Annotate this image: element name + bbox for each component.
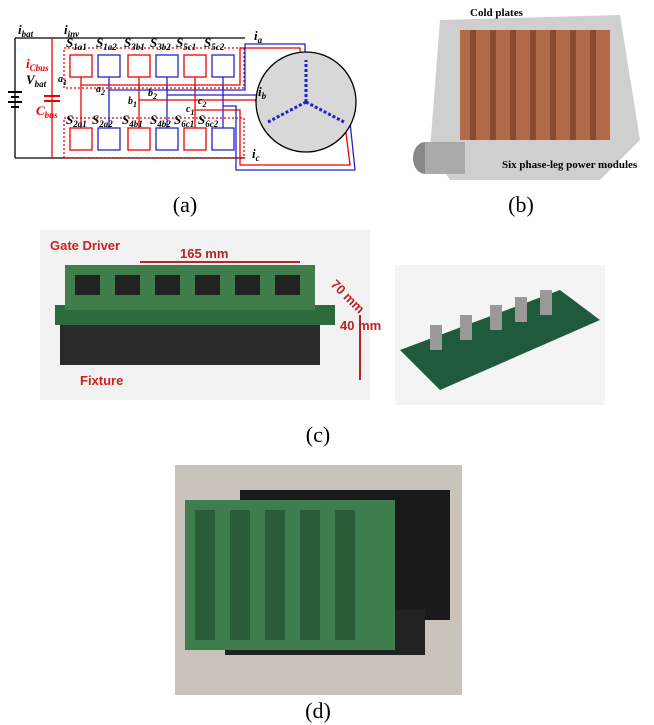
label-base: S [150,35,157,50]
label-sub: 4b2 [156,119,171,129]
assembly-photo [175,465,462,695]
label-sub: 2a1 [72,119,87,129]
circuit-label: S4b2 [150,112,171,129]
annotation: Cold plates [470,7,524,19]
label-sub: 1a2 [103,42,117,52]
label-sub: 3b1 [130,42,145,52]
circuit-label: S6c2 [198,112,219,129]
label-base: C [36,103,45,118]
label-sub: 1a1 [73,42,87,52]
circuit-label: S2a1 [66,112,87,129]
label-sub: bat [22,29,34,39]
circuit-label: iCbus [26,56,49,73]
label-base: S [96,35,103,50]
label-sub: 5c2 [211,42,224,52]
circuit-label: ic [252,146,260,163]
label-sub: 1 [190,108,194,117]
module-board-photo [395,265,605,405]
label-sub: 2 [152,92,157,101]
label-sub: 5c1 [183,42,196,52]
label-base: S [150,112,157,127]
label-sub: 2 [100,88,105,97]
annotation: Six phase-leg power modules [502,159,638,171]
annotation: 40 mm [340,318,381,333]
annotation: Gate Driver [50,238,120,253]
circuit-label: S2a2 [92,112,113,129]
label-sub: 4b1 [128,119,143,129]
label-sub: bat [35,79,47,89]
circuit-label: a2 [96,84,105,97]
circuit-label: ia [254,28,263,45]
circuit-label: ibat [18,22,34,39]
label-sub: 6c2 [205,119,218,129]
label-sub: 1 [63,78,67,87]
annotation: 165 mm [180,246,228,261]
caption: (d) [305,698,331,723]
label-base: S [122,112,129,127]
label-sub: 2a2 [98,119,113,129]
label-base: S [174,112,181,127]
caption: (b) [508,192,534,217]
annotation: Fixture [80,373,123,388]
label-base: S [176,35,183,50]
label-sub: 2 [201,100,206,109]
label-sub: 6c1 [181,119,194,129]
label-sub: bus [45,110,59,120]
caption: (a) [173,192,197,217]
circuit-label: b1 [128,96,137,109]
circuit [8,38,356,170]
cold-plate-render [413,15,640,180]
label-base: S [66,112,73,127]
figure: (a)(b)(c)(d)ibatiinviCbusCbusVbatS1a1S1a… [0,0,654,725]
label-sub: 3b2 [156,42,171,52]
circuit-label: Cbus [36,103,58,120]
label-base: S [66,35,73,50]
label-base: S [198,112,205,127]
label-sub: 1 [133,100,137,109]
label-base: S [204,35,211,50]
circuit-label: c2 [198,96,206,109]
circuit-label: c1 [186,104,194,117]
circuit-label: a1 [58,74,67,87]
label-sub: b [262,91,267,101]
label-sub: a [258,35,263,45]
caption: (c) [306,422,330,447]
circuit-label: Vbat [26,72,47,89]
label-base: S [92,112,99,127]
label-sub: c [256,153,260,163]
label-base: S [124,35,131,50]
